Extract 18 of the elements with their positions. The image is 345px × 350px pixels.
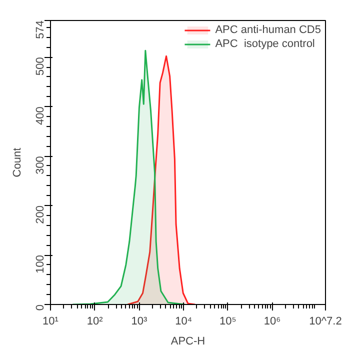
legend-label: APC anti-human CD5 (215, 24, 321, 36)
x-tick-label: 10¹ (42, 316, 59, 328)
x-tick-label: 10³ (131, 316, 148, 328)
legend-label: APC isotype control (215, 38, 315, 50)
y-tick-label: 400 (34, 106, 46, 125)
y-tick-label: 574 (34, 20, 46, 39)
x-tick-label: 10² (86, 316, 104, 328)
x-tick-label: 10^7.2 (309, 316, 342, 328)
y-tick-label: 500 (34, 57, 46, 76)
y-tick-label: 300 (34, 156, 46, 174)
y-tick-label: 100 (34, 255, 46, 274)
y-tick-label: 0 (34, 304, 46, 311)
x-tick-label: 10⁵ (220, 316, 236, 328)
x-tick-label: 10⁶ (264, 316, 281, 328)
y-axis-title: Count (12, 148, 24, 178)
y-tick-label: 200 (34, 206, 46, 224)
x-axis-title: APC-H (170, 336, 206, 348)
x-tick-label: 10⁴ (175, 316, 192, 328)
